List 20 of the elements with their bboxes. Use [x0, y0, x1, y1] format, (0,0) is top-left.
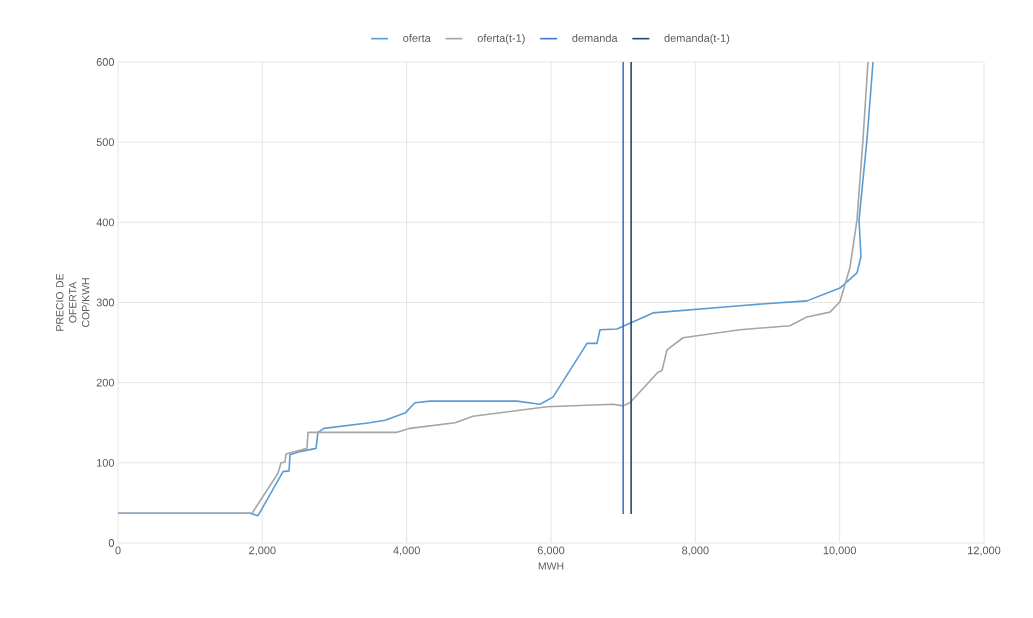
- y-tick-label: 500: [96, 138, 115, 147]
- y-axis-title: PRECIO DE OFERTA COP/KWH: [56, 273, 90, 331]
- x-tick-label: 4,000: [393, 546, 420, 556]
- legend-label: demanda: [572, 33, 618, 42]
- y-tick-label: 400: [96, 218, 115, 227]
- y-tick-label: 200: [96, 378, 115, 387]
- y-tick-label: 600: [96, 58, 115, 66]
- y-tick-label: 300: [96, 298, 115, 307]
- y-tick-label: 0: [108, 539, 115, 547]
- x-tick-label: 12,000: [968, 546, 1001, 556]
- legend-label: oferta: [403, 33, 431, 42]
- legend-label: demanda(t-1): [664, 33, 730, 45]
- x-tick-label: 2,000: [249, 546, 276, 556]
- y-tick-label: 100: [97, 458, 115, 467]
- x-tick-label: 8,000: [682, 546, 709, 556]
- x-tick-label: 0: [115, 546, 121, 555]
- legend-label: oferta(t-1): [477, 33, 525, 45]
- x-axis-title: MWH: [538, 562, 564, 570]
- x-tick-label: 6,000: [537, 546, 565, 556]
- x-tick-label: 10,000: [823, 546, 856, 556]
